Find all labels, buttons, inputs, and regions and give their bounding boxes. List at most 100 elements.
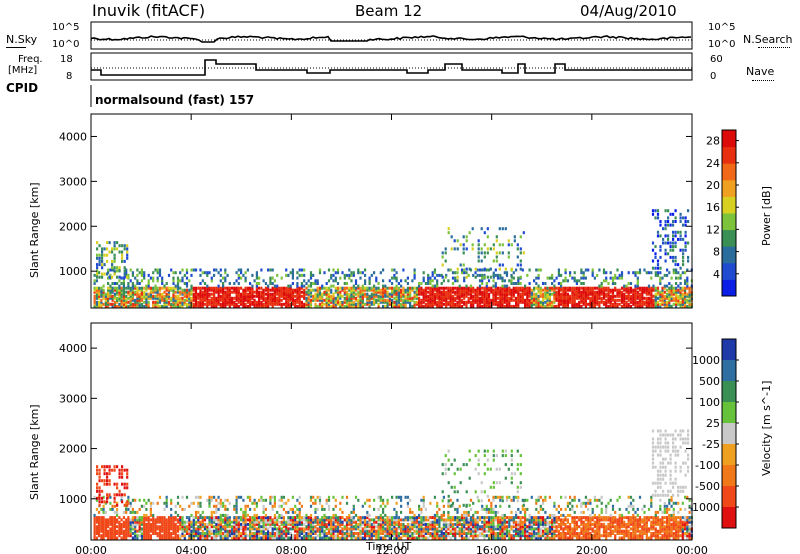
power-scatter-cell bbox=[578, 286, 581, 290]
power-scatter-cell bbox=[591, 296, 594, 300]
power-scatter-cell bbox=[345, 290, 349, 294]
power-scatter-cell bbox=[591, 302, 594, 306]
power-scatter-cell bbox=[190, 288, 193, 292]
power-scatter-cell bbox=[156, 292, 159, 296]
power-scatter-cell bbox=[361, 288, 364, 292]
velocity-scatter-cell bbox=[321, 529, 324, 533]
velocity-scatter-cell bbox=[233, 520, 236, 524]
velocity-scatter-cell bbox=[210, 520, 213, 524]
velocity-scatter-cell bbox=[149, 522, 152, 526]
power-scatter-cell bbox=[384, 288, 387, 292]
velocity-scatter-cell bbox=[366, 532, 369, 535]
velocity-scatter-cell bbox=[318, 520, 322, 524]
velocity-scatter-cell bbox=[379, 520, 382, 524]
power-scatter-cell bbox=[542, 302, 545, 306]
velocity-scatter-cell bbox=[334, 525, 337, 529]
power-scatter-cell bbox=[582, 300, 585, 304]
power-scatter-cell bbox=[530, 294, 533, 298]
power-scatter-cell bbox=[242, 292, 245, 296]
power-scatter-cell bbox=[276, 273, 279, 277]
power-scatter-cell bbox=[296, 276, 299, 280]
power-scatter-cell bbox=[431, 288, 434, 292]
velocity-scatter-cell bbox=[244, 504, 247, 508]
velocity-scatter-cell bbox=[262, 536, 265, 540]
velocity-scatter-cell bbox=[102, 525, 105, 529]
velocity-scatter-cell bbox=[158, 525, 162, 529]
velocity-scatter-cell bbox=[129, 504, 132, 508]
power-scatter-cell bbox=[422, 298, 425, 302]
power-scatter-cell bbox=[562, 290, 565, 294]
power-scatter-cell bbox=[307, 292, 310, 296]
power-scatter-cell bbox=[300, 286, 303, 290]
power-scatter-cell bbox=[465, 267, 468, 271]
power-scatter-cell bbox=[611, 298, 615, 302]
power-scatter-cell bbox=[287, 292, 290, 296]
velocity-scatter-cell bbox=[208, 529, 211, 533]
velocity-scatter-cell bbox=[323, 513, 326, 517]
velocity-scatter-cell bbox=[188, 516, 191, 520]
power-scatter-cell bbox=[262, 288, 265, 292]
power-scatter-cell bbox=[483, 304, 486, 308]
power-scatter-cell bbox=[350, 288, 353, 292]
velocity-scatter-cell bbox=[104, 510, 107, 514]
velocity-scatter-cell bbox=[465, 527, 468, 531]
velocity-scatter-cell bbox=[418, 529, 421, 533]
power-scatter-cell bbox=[395, 300, 398, 304]
velocity-scatter-cell bbox=[95, 518, 98, 522]
velocity-scatter-cell bbox=[203, 522, 207, 526]
power-scatter-cell bbox=[447, 296, 450, 300]
power-scatter-cell bbox=[605, 292, 608, 296]
power-scatter-cell bbox=[526, 296, 529, 300]
velocity-scatter-cell bbox=[305, 527, 308, 531]
power-scatter-cell bbox=[681, 286, 684, 290]
velocity-scatter-cell bbox=[404, 529, 407, 533]
power-scatter-cell bbox=[377, 286, 380, 290]
power-scatter-cell bbox=[578, 288, 581, 292]
power-scatter-cell bbox=[641, 302, 644, 306]
nsearch-tick-bottom: 10^0 bbox=[708, 39, 736, 50]
velocity-scatter-cell bbox=[350, 510, 353, 514]
velocity-scatter-cell bbox=[395, 522, 398, 526]
velocity-scatter-cell bbox=[334, 513, 337, 517]
power-scatter-cell bbox=[675, 290, 678, 294]
power-scatter-cell bbox=[233, 288, 236, 292]
power-scatter-cell bbox=[113, 269, 116, 273]
power-scatter-cell bbox=[456, 296, 459, 300]
velocity-scatter-cell bbox=[154, 518, 157, 522]
power-scatter-cell bbox=[217, 294, 220, 298]
power-scatter-cell bbox=[167, 292, 171, 296]
velocity-scatter-cell bbox=[185, 525, 189, 529]
velocity-scatter-cell bbox=[325, 527, 328, 531]
velocity-scatter-cell bbox=[375, 529, 378, 533]
velocity-scatter-cell bbox=[303, 534, 306, 538]
velocity-scatter-cell bbox=[98, 527, 101, 531]
power-scatter-cell bbox=[179, 279, 182, 283]
power-scatter-cell bbox=[656, 296, 660, 300]
velocity-scatter-cell bbox=[260, 520, 263, 524]
power-scatter-cell bbox=[438, 304, 441, 308]
power-scatter-cell bbox=[623, 298, 626, 302]
power-scatter-cell bbox=[147, 286, 150, 290]
power-scatter-cell bbox=[485, 284, 488, 288]
power-scatter-cell bbox=[460, 290, 464, 294]
power-scatter-cell bbox=[663, 298, 666, 302]
velocity-scatter-cell bbox=[343, 527, 346, 531]
power-scatter-cell bbox=[542, 298, 545, 302]
velocity-scatter-cell bbox=[454, 507, 457, 511]
power-scatter-cell bbox=[582, 271, 585, 275]
power-scatter-cell bbox=[237, 268, 240, 272]
power-scatter-cell bbox=[296, 288, 299, 292]
velocity-scatter-cell bbox=[366, 525, 369, 529]
power-scatter-cell bbox=[607, 294, 610, 298]
velocity-scatter-cell bbox=[262, 534, 265, 538]
power-scatter-cell bbox=[109, 290, 112, 294]
power-scatter-cell bbox=[553, 298, 556, 302]
power-scatter-cell bbox=[285, 288, 288, 292]
power-scatter-cell bbox=[201, 298, 204, 302]
power-scatter-cell bbox=[140, 302, 143, 306]
velocity-scatter-cell bbox=[93, 516, 96, 520]
power-scatter-cell bbox=[528, 300, 531, 304]
power-scatter-cell bbox=[384, 304, 387, 308]
power-scatter-cell bbox=[103, 263, 106, 267]
velocity-scatter-cell bbox=[185, 520, 189, 524]
